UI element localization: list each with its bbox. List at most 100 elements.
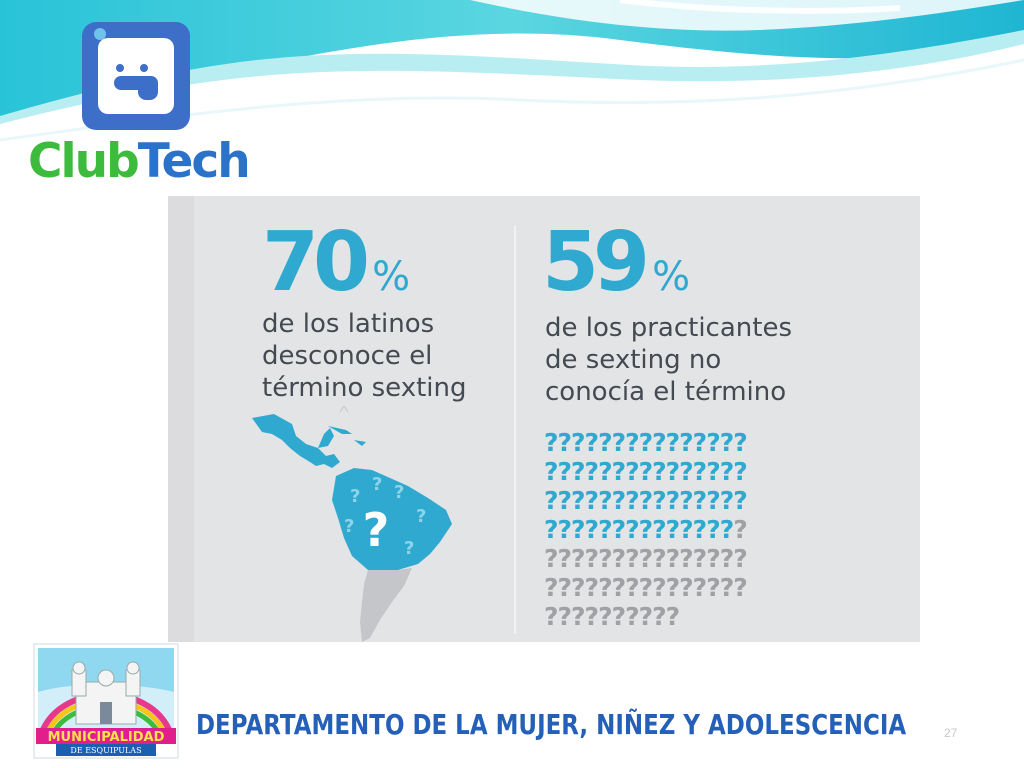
map-small-question: ? bbox=[344, 516, 354, 537]
latin-america-map-icon: ? ? ? ? ? ? ? bbox=[252, 406, 452, 642]
question-mark-muted: ? bbox=[544, 573, 558, 602]
map-large-question: ? bbox=[363, 503, 390, 557]
stat-right-value: 59% bbox=[542, 215, 691, 310]
question-mark-highlighted: ? bbox=[692, 457, 707, 486]
question-mark-muted: ? bbox=[544, 602, 558, 631]
question-row: ??????????????? bbox=[544, 573, 844, 602]
question-mark-muted: ? bbox=[692, 573, 707, 602]
question-mark-muted: ? bbox=[557, 544, 572, 573]
question-mark-highlighted: ? bbox=[638, 515, 653, 544]
question-mark-highlighted: ? bbox=[625, 515, 639, 544]
question-mark-highlighted: ? bbox=[625, 428, 639, 457]
question-mark-highlighted: ? bbox=[679, 428, 693, 457]
question-mark-highlighted: ? bbox=[611, 457, 626, 486]
question-mark-muted: ? bbox=[679, 573, 693, 602]
question-mark-muted: ? bbox=[598, 544, 612, 573]
municipalidad-de-esquipulas-logo: MUNICIPALIDAD DE ESQUIPULAS bbox=[33, 643, 179, 759]
question-mark-highlighted: ? bbox=[706, 428, 720, 457]
question-mark-highlighted: ? bbox=[557, 515, 572, 544]
department-title: DEPARTAMENTO DE LA MUJER, NIÑEZ Y ADOLES… bbox=[196, 708, 907, 741]
question-mark-highlighted: ? bbox=[611, 515, 626, 544]
map-small-question: ? bbox=[394, 482, 404, 503]
question-mark-highlighted: ? bbox=[584, 428, 599, 457]
question-mark-highlighted: ? bbox=[598, 428, 612, 457]
question-mark-highlighted: ? bbox=[557, 428, 572, 457]
question-mark-muted: ? bbox=[557, 573, 572, 602]
question-mark-highlighted: ? bbox=[719, 428, 734, 457]
question-mark-highlighted: ? bbox=[692, 486, 707, 515]
question-mark-muted: ? bbox=[665, 602, 680, 631]
stat-left-value: 70% bbox=[262, 215, 411, 310]
infographic-panel bbox=[168, 196, 920, 642]
question-mark-highlighted: ? bbox=[679, 486, 693, 515]
brand-name-tech: Tech bbox=[137, 134, 251, 189]
question-mark-muted: ? bbox=[611, 602, 626, 631]
question-mark-muted: ? bbox=[544, 544, 558, 573]
question-mark-highlighted: ? bbox=[638, 457, 653, 486]
question-mark-highlighted: ? bbox=[665, 428, 680, 457]
question-mark-highlighted: ? bbox=[625, 457, 639, 486]
question-mark-highlighted: ? bbox=[571, 486, 585, 515]
question-mark-highlighted: ? bbox=[706, 486, 720, 515]
question-mark-highlighted: ? bbox=[584, 515, 599, 544]
question-mark-highlighted: ? bbox=[719, 457, 734, 486]
svg-text:DE ESQUIPULAS: DE ESQUIPULAS bbox=[70, 746, 141, 755]
question-row: ??????????????? bbox=[544, 544, 844, 573]
question-mark-muted: ? bbox=[598, 602, 612, 631]
question-mark-muted: ? bbox=[719, 573, 734, 602]
header-waves-decoration bbox=[0, 0, 1024, 142]
map-small-question: ? bbox=[372, 474, 382, 495]
question-mark-highlighted: ? bbox=[665, 457, 680, 486]
question-mark-highlighted: ? bbox=[652, 457, 666, 486]
question-row: ??????????????? bbox=[544, 515, 844, 544]
question-mark-muted: ? bbox=[652, 602, 666, 631]
question-mark-muted: ? bbox=[665, 544, 680, 573]
question-mark-highlighted: ? bbox=[679, 457, 693, 486]
question-mark-highlighted: ? bbox=[544, 486, 558, 515]
question-mark-highlighted: ? bbox=[652, 428, 666, 457]
question-mark-muted: ? bbox=[571, 573, 585, 602]
stat-left-caption: de los latinos desconoce el término sext… bbox=[262, 309, 467, 403]
question-row: ??????????????? bbox=[544, 486, 844, 515]
question-mark-highlighted: ? bbox=[611, 428, 626, 457]
question-mark-muted: ? bbox=[733, 573, 747, 602]
map-small-question: ? bbox=[404, 538, 414, 559]
question-mark-muted: ? bbox=[571, 544, 585, 573]
question-mark-highlighted: ? bbox=[625, 486, 639, 515]
question-mark-highlighted: ? bbox=[544, 457, 558, 486]
question-mark-highlighted: ? bbox=[544, 428, 558, 457]
question-mark-muted: ? bbox=[584, 602, 599, 631]
question-mark-muted: ? bbox=[557, 602, 572, 631]
question-mark-highlighted: ? bbox=[706, 457, 720, 486]
svg-text:MUNICIPALIDAD: MUNICIPALIDAD bbox=[48, 730, 165, 745]
question-mark-muted: ? bbox=[625, 544, 639, 573]
question-mark-highlighted: ? bbox=[571, 428, 585, 457]
question-mark-muted: ? bbox=[625, 602, 639, 631]
question-mark-grid: ????????????????????????????????????????… bbox=[544, 428, 844, 631]
question-mark-muted: ? bbox=[625, 573, 639, 602]
question-mark-highlighted: ? bbox=[598, 486, 612, 515]
question-mark-highlighted: ? bbox=[679, 515, 693, 544]
question-mark-muted: ? bbox=[706, 573, 720, 602]
question-mark-muted: ? bbox=[733, 544, 747, 573]
question-mark-highlighted: ? bbox=[611, 486, 626, 515]
question-mark-muted: ? bbox=[679, 544, 693, 573]
question-mark-muted: ? bbox=[584, 544, 599, 573]
question-mark-highlighted: ? bbox=[692, 428, 707, 457]
question-mark-highlighted: ? bbox=[665, 515, 680, 544]
question-mark-highlighted: ? bbox=[584, 486, 599, 515]
question-mark-muted: ? bbox=[571, 602, 585, 631]
question-mark-highlighted: ? bbox=[692, 515, 707, 544]
question-mark-muted: ? bbox=[652, 544, 666, 573]
clubtech-logo-icon bbox=[82, 22, 190, 130]
question-mark-muted: ? bbox=[638, 573, 653, 602]
question-mark-muted: ? bbox=[733, 515, 747, 544]
question-mark-muted: ? bbox=[665, 573, 680, 602]
question-row: ??????????????? bbox=[544, 457, 844, 486]
brand-name-club: Club bbox=[28, 134, 140, 189]
question-mark-highlighted: ? bbox=[638, 486, 653, 515]
clubtech-wordmark: ClubTech bbox=[28, 138, 251, 185]
question-mark-highlighted: ? bbox=[584, 457, 599, 486]
stat-right-caption: de los practicantes de sexting no conocí… bbox=[545, 313, 792, 407]
question-mark-muted: ? bbox=[692, 544, 707, 573]
